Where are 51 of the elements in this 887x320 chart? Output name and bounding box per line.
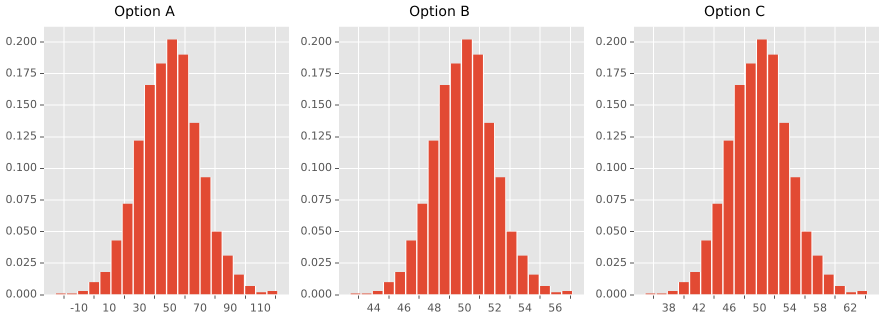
x-tick-label: 62 — [843, 301, 858, 314]
y-tick-label: 0.025 — [6, 256, 37, 270]
y-tick-label: 0.000 — [596, 288, 627, 301]
y-tick-label: 0.175 — [596, 66, 627, 80]
x-tick-label: 52 — [488, 301, 502, 314]
x-tick-label: 110 — [250, 301, 271, 314]
y-tick-label: 0.025 — [596, 256, 627, 270]
y-tick-label: 0.175 — [300, 66, 332, 80]
x-tick-label: 30 — [132, 301, 147, 314]
x-tick-label: 54 — [782, 301, 797, 314]
y-tick-label: 0.200 — [596, 34, 627, 48]
chart-title: Option B — [409, 4, 470, 20]
x-tick-label: 44 — [366, 301, 381, 314]
x-tick-label: 50 — [162, 301, 177, 314]
y-tick-label: 0.200 — [300, 34, 332, 48]
x-tick-label: 58 — [813, 301, 828, 314]
x-tick-label: 90 — [223, 301, 238, 314]
x-tick-label: 50 — [458, 301, 472, 314]
chart-title: Option A — [114, 4, 176, 20]
y-tick-label: 0.125 — [596, 130, 627, 143]
x-tick-label: 46 — [722, 301, 736, 314]
y-tick-label: 0.200 — [6, 34, 37, 48]
y-tick-label: 0.100 — [6, 161, 37, 174]
y-tick-label: 0.175 — [6, 66, 37, 80]
y-tick-label: 0.150 — [596, 98, 627, 112]
x-tick-label: 42 — [692, 301, 706, 314]
y-tick-label: 0.050 — [596, 224, 627, 238]
x-tick-label: 10 — [102, 301, 116, 314]
x-tick-label: -10 — [70, 301, 88, 314]
y-tick-label: 0.100 — [300, 161, 332, 174]
y-tick-label: 0.125 — [6, 130, 37, 143]
x-tick-label: 38 — [662, 301, 676, 314]
y-tick-label: 0.000 — [300, 288, 332, 301]
y-tick-label: 0.000 — [6, 288, 37, 301]
x-tick-label: 46 — [397, 301, 412, 314]
x-tick-label: 56 — [548, 301, 562, 314]
x-tick-label: 50 — [752, 301, 767, 314]
x-tick-label: 70 — [192, 301, 207, 314]
x-tick-label: 48 — [427, 301, 442, 314]
y-tick-label: 0.050 — [300, 224, 332, 238]
y-tick-label: 0.050 — [6, 224, 37, 238]
chart-title: Option C — [704, 4, 766, 20]
y-tick-label: 0.075 — [6, 192, 37, 206]
y-tick-label: 0.025 — [300, 256, 332, 270]
y-tick-label: 0.100 — [596, 161, 627, 174]
y-tick-label: 0.075 — [300, 192, 332, 206]
x-tick-label: 54 — [518, 301, 532, 314]
y-tick-label: 0.125 — [300, 130, 332, 143]
y-tick-label: 0.150 — [6, 98, 37, 112]
y-tick-label: 0.075 — [596, 192, 627, 206]
y-tick-label: 0.150 — [300, 98, 332, 112]
